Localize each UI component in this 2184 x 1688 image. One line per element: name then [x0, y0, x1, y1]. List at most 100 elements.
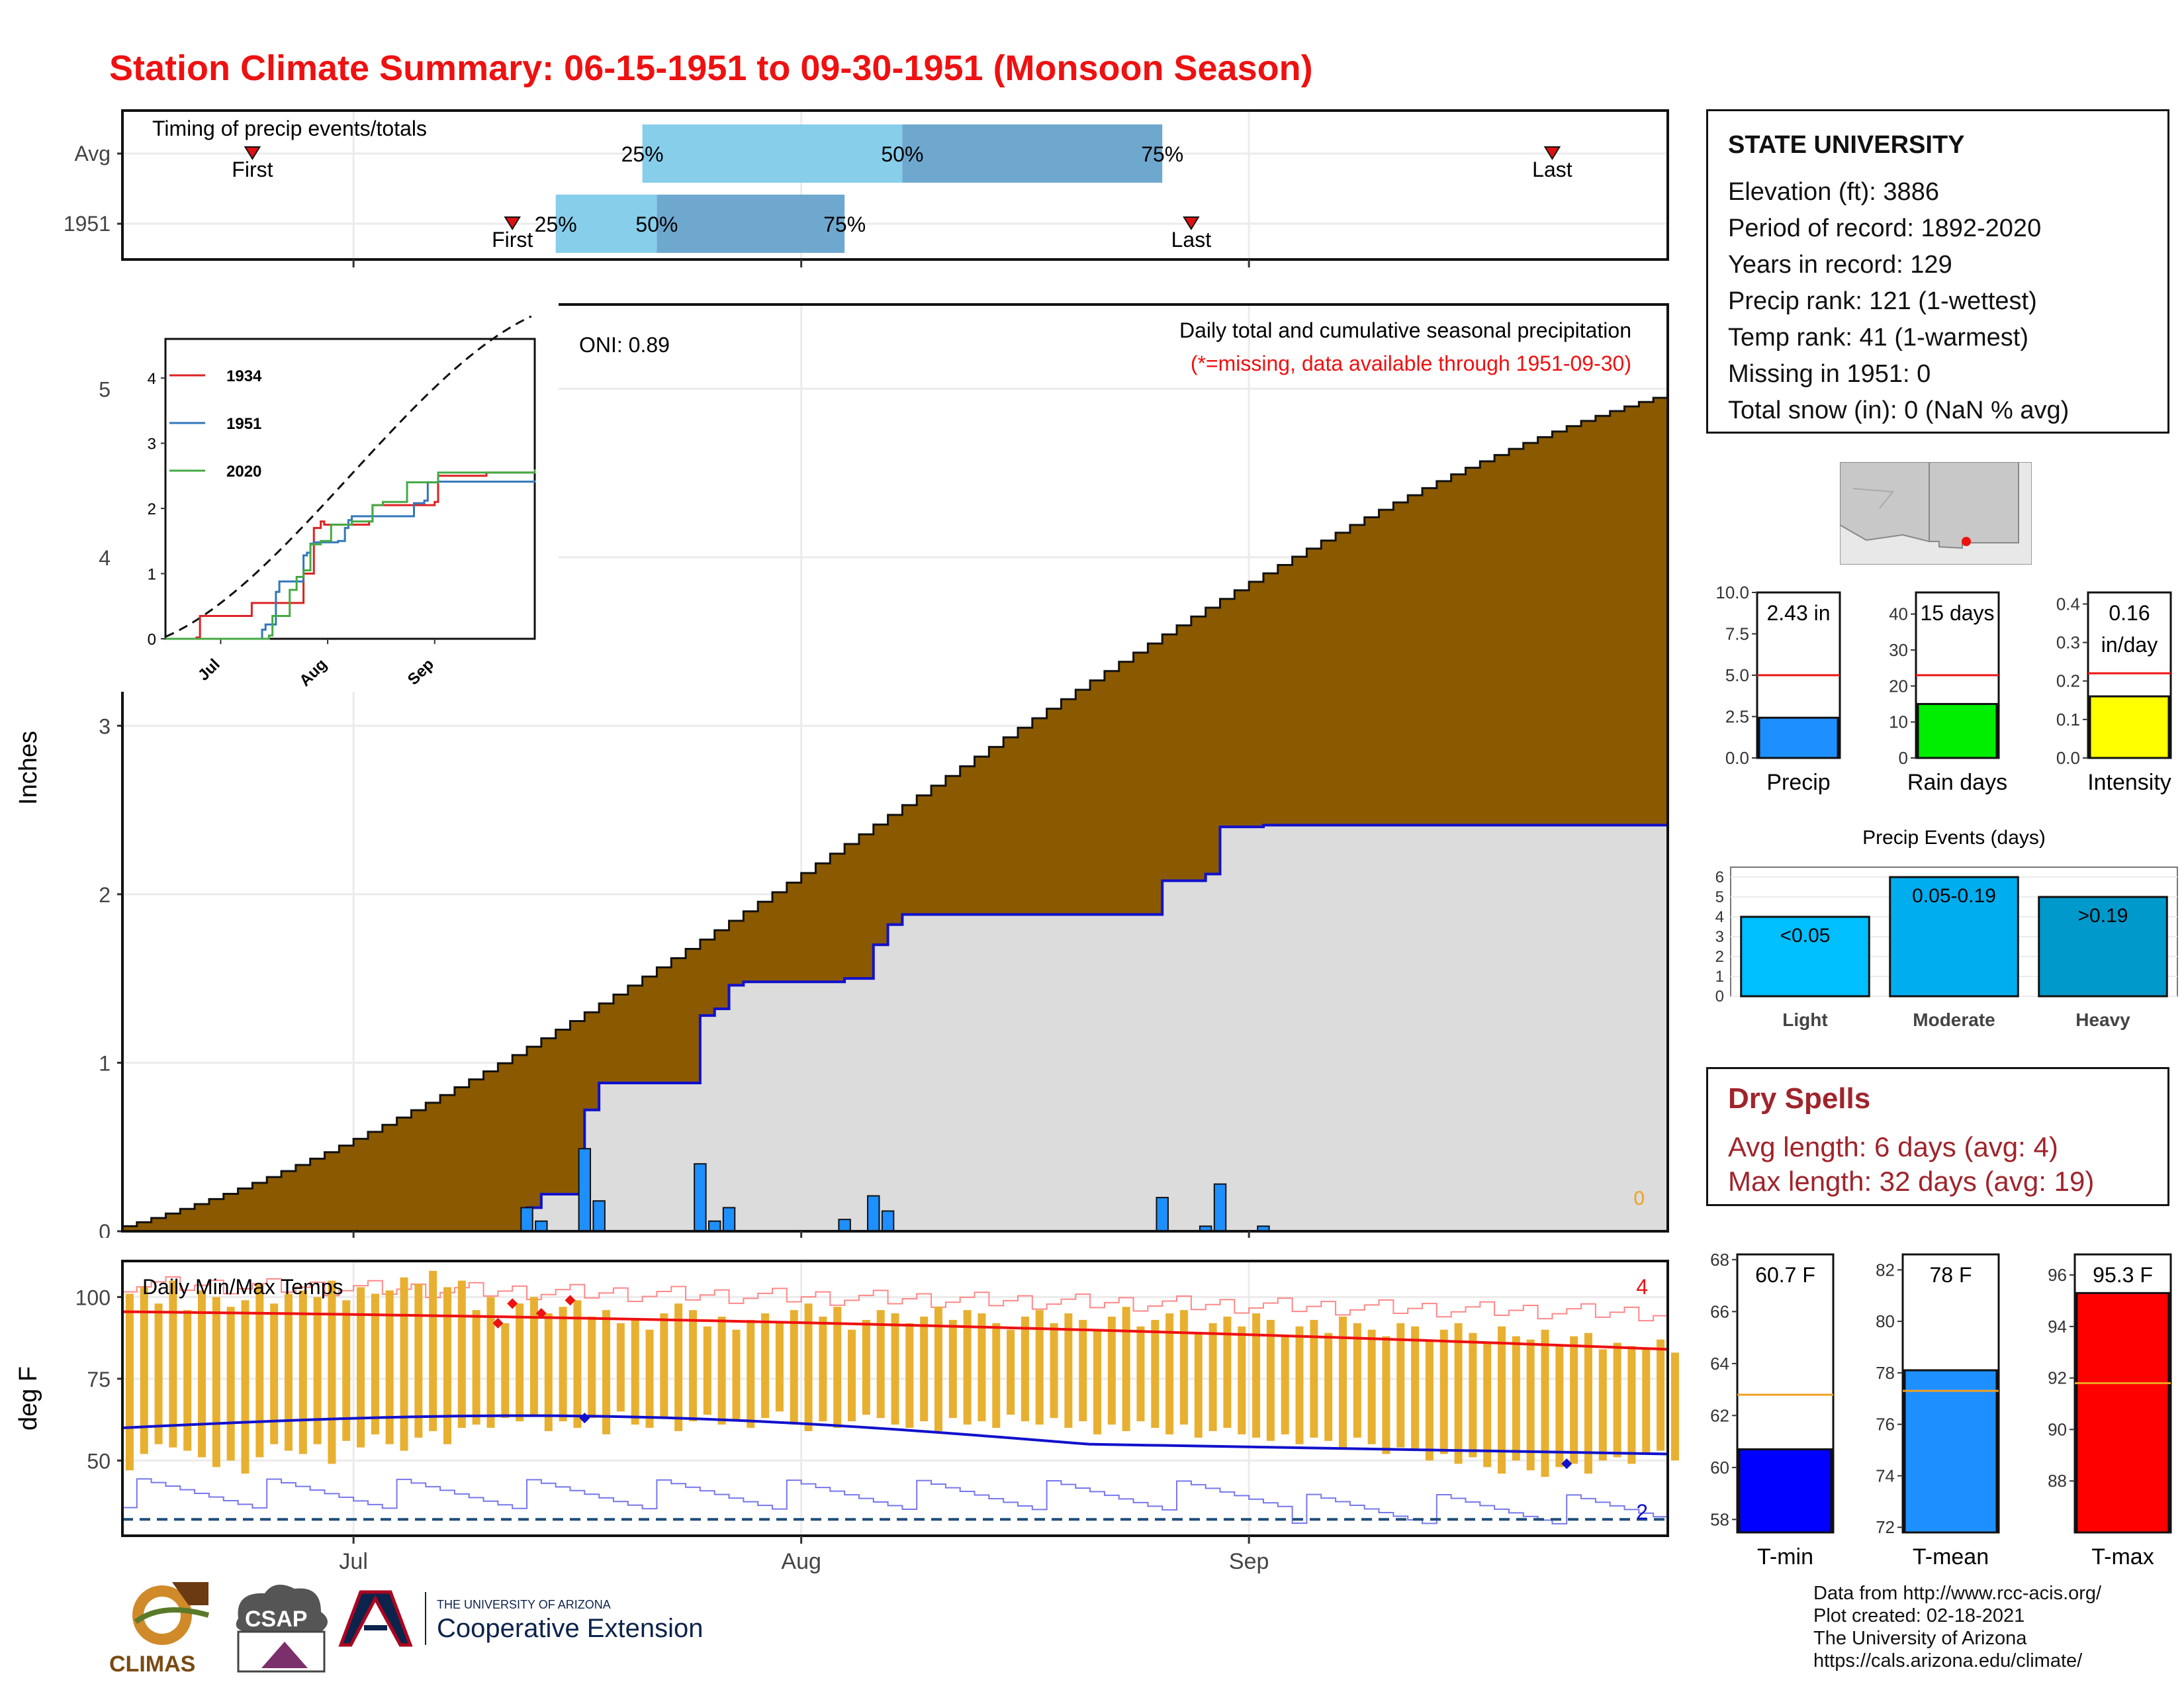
daily-temp-bar	[920, 1316, 929, 1422]
climas-logo: CLIMAS	[109, 1582, 210, 1677]
x-tick-label: Aug	[781, 1549, 821, 1574]
daily-precip-bar	[694, 1163, 707, 1232]
credit-url: https://cals.arizona.edu/climate/	[1813, 1650, 2083, 1671]
daily-temp-bar	[804, 1303, 813, 1431]
daily-temp-bar	[1338, 1316, 1347, 1448]
daily-precip-bar	[881, 1210, 895, 1233]
record-high-marker	[565, 1295, 576, 1306]
y-tick-label: 0	[99, 1220, 111, 1238]
daily-temp-bar	[1079, 1319, 1087, 1422]
daily-temp-bar	[876, 1310, 885, 1419]
daily-temp-bar	[1555, 1346, 1564, 1468]
event-bar-label: 0.05-0.19	[1912, 885, 1996, 907]
daily-temp-bar	[1165, 1313, 1174, 1434]
record-high-marker	[535, 1308, 547, 1319]
missing-count: 0	[1633, 1188, 1645, 1209]
chart-title: Station Climate Summary: 06-15-1951 to 0…	[109, 48, 1313, 88]
daily-precip-bar	[867, 1195, 880, 1232]
daily-temp-bar	[819, 1316, 827, 1422]
event-bar	[1889, 876, 2019, 998]
timing-row-label: Avg	[74, 142, 111, 165]
gauge-tick-label: 92	[2048, 1368, 2067, 1388]
daily-temp-bar	[703, 1326, 711, 1415]
y-axis-label: deg F	[15, 1366, 42, 1430]
daily-temp-bar	[516, 1303, 524, 1422]
record-low-marker	[1561, 1458, 1572, 1470]
credit-university: The University of Arizona	[1813, 1628, 2027, 1649]
dry-spells-avg: Avg length: 6 days (avg: 4)	[1728, 1131, 2058, 1162]
daily-temp-bar	[992, 1323, 1001, 1428]
gauge-tick-label: 76	[1876, 1415, 1895, 1434]
gauge-tick-label: 20	[1889, 676, 1908, 696]
gauge-bar	[1917, 702, 1998, 759]
gauge-tick-label: 0.0	[2056, 748, 2080, 768]
csap-logo: CSAP	[236, 1584, 328, 1673]
daily-temp-bar	[1439, 1329, 1448, 1454]
quartile-label: 75%	[1141, 142, 1183, 166]
daily-temp-bar	[573, 1300, 582, 1428]
gauge-tick-label: 30	[1889, 640, 1908, 660]
temp-title: Daily Min/Max Temps	[142, 1275, 343, 1299]
y-tick-label: 100	[75, 1286, 111, 1309]
quartile-label: 25%	[535, 212, 577, 236]
daily-temp-bar	[717, 1316, 726, 1425]
daily-temp-bar	[790, 1310, 798, 1425]
daily-temp-bar	[140, 1287, 148, 1454]
daily-temp-bar	[313, 1297, 322, 1444]
gauge-bar	[1738, 1448, 1833, 1534]
daily-precip-bar	[592, 1200, 606, 1232]
daily-temp-bar	[559, 1307, 567, 1422]
event-label-first: First	[492, 228, 533, 252]
daily-temp-bar	[1035, 1310, 1044, 1425]
y-tick-label: 1	[99, 1051, 111, 1075]
daily-temp-bar	[1670, 1352, 1679, 1461]
gauge-value-unit: in/day	[2101, 633, 2158, 657]
daily-precip-bar	[520, 1207, 533, 1233]
event-marker-first	[244, 146, 261, 160]
daily-temp-bar	[862, 1319, 870, 1415]
gauge-tick-label: 62	[1710, 1405, 1729, 1425]
daily-temp-bar	[1657, 1339, 1665, 1451]
gauge-title: Precip	[1766, 770, 1830, 795]
station-snow: Total snow (in): 0 (NaN % avg)	[1728, 397, 2070, 424]
event-category-label: Moderate	[1913, 1009, 1995, 1030]
daily-temp-bar	[183, 1310, 192, 1451]
daily-temp-bar	[1598, 1349, 1607, 1461]
daily-temp-bar	[1396, 1323, 1405, 1448]
daily-temp-bar	[486, 1297, 495, 1428]
station-info-box: STATE UNIVERSITY Elevation (ft): 3886 Pe…	[1706, 109, 2169, 434]
daily-temp-bar	[226, 1307, 235, 1461]
record-low-marker	[579, 1413, 590, 1424]
daily-temp-bar	[298, 1290, 307, 1454]
precip-gauges: 0.0 2.5 5.0 7.5 10.0 2.43 in Precip 0 10 20 30 40 15…	[1715, 583, 2172, 795]
gauge-tick-label: 66	[1710, 1301, 1729, 1321]
inset-legend-label: 2020	[226, 463, 261, 481]
gauge-tick-label: 0.4	[2056, 594, 2080, 614]
inset-avg-curve	[165, 315, 532, 638]
event-marker-last	[1543, 146, 1561, 160]
daily-temp-bar	[775, 1323, 784, 1412]
y-tick-label: 3	[99, 714, 111, 738]
daily-temp-bar	[660, 1313, 668, 1419]
daily-temp-bar	[198, 1290, 206, 1458]
y-tick-label: 50	[87, 1449, 111, 1473]
gauge-title: Intensity	[2087, 770, 2171, 795]
daily-temp-bar	[934, 1307, 942, 1431]
gauge-tick-label: 2.5	[1725, 707, 1749, 727]
inset-y-tick-label: 0	[148, 631, 156, 649]
timing-chart: 25% 50% 75% First Last Avg 25% 50% 75% First Last 1…	[64, 109, 1669, 267]
gauge-tick-label: 96	[2048, 1265, 2067, 1285]
daily-temp-bar	[1179, 1310, 1188, 1425]
daily-temp-bar	[1570, 1336, 1578, 1464]
gauge-tick-label: 60	[1710, 1458, 1729, 1477]
daily-temp-bar	[342, 1300, 351, 1441]
inset-frame	[164, 338, 536, 640]
gauge-tick-label: 40	[1889, 604, 1908, 624]
plot-border	[121, 303, 1669, 1233]
temperature-gauges: 58 60 62 64 66 68 60.7 F T-min 72 74 76 78 80 82 78 F T…	[1710, 1250, 2172, 1570]
daily-temp-bar	[1541, 1329, 1549, 1477]
daily-temp-bar	[1064, 1313, 1073, 1428]
daily-temp-bar	[1281, 1336, 1289, 1434]
observed-cumulative-area	[122, 821, 1668, 1231]
daily-temp-bar	[371, 1293, 379, 1434]
